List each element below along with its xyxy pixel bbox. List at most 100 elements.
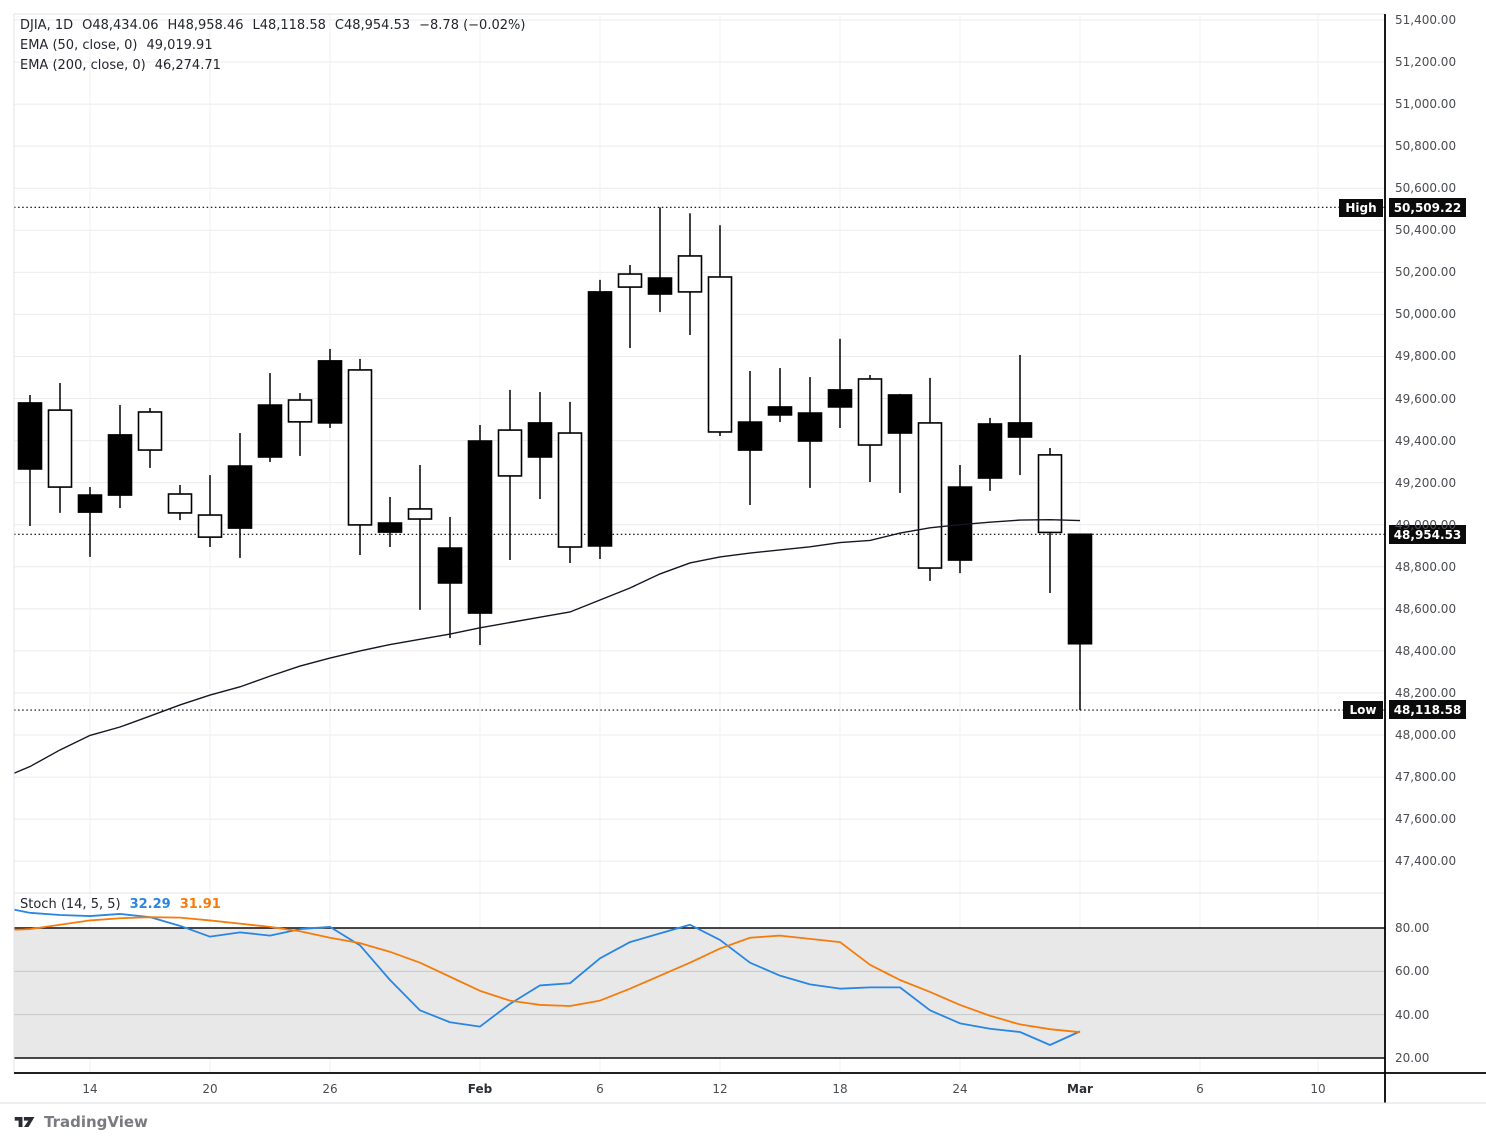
price-axis-label: 49,400.00 bbox=[1395, 433, 1457, 448]
price-gridlines bbox=[14, 19, 1385, 862]
time-scale[interactable]: 14 20 26 Feb 6 12 18 24 Mar 6 10 bbox=[0, 1075, 1385, 1103]
price-axis-label: 80.00 bbox=[1395, 921, 1430, 935]
price-axis-label: 50,200.00 bbox=[1395, 265, 1457, 280]
price-axis-label: 51,400.00 bbox=[1395, 13, 1457, 27]
price-axis-label: 20.00 bbox=[1395, 1051, 1430, 1065]
tradingview-logo[interactable]: TradingView bbox=[14, 1113, 148, 1131]
chart-legend: DJIA, 1D O48,434.06 H48,958.46 L48,118.5… bbox=[20, 16, 525, 76]
candle-body bbox=[587, 291, 613, 547]
time-axis-label: 26 bbox=[322, 1082, 338, 1096]
time-axis-label: 24 bbox=[952, 1082, 968, 1096]
time-axis-label: 18 bbox=[832, 1082, 848, 1096]
high-label-badge: High bbox=[1339, 199, 1383, 217]
candle-body bbox=[797, 412, 823, 442]
candle-body bbox=[647, 277, 673, 295]
candle-body bbox=[737, 421, 763, 451]
ohlc-close: C48,954.53 bbox=[334, 18, 411, 33]
candle-body bbox=[257, 404, 283, 458]
ema50-legend-row[interactable]: EMA (50, close, 0) 49,019.91 bbox=[20, 36, 525, 56]
price-axis-label: 48,400.00 bbox=[1395, 643, 1457, 658]
ohlc-high: H48,958.46 bbox=[167, 18, 244, 33]
candle-body bbox=[107, 434, 133, 496]
stoch-d-line bbox=[13, 916, 1081, 1034]
price-axis-label: 48,000.00 bbox=[1395, 728, 1457, 742]
price-axis-label: 48,600.00 bbox=[1395, 601, 1457, 616]
candle-body bbox=[767, 406, 793, 416]
candle-body bbox=[197, 514, 223, 538]
time-axis-label: 6 bbox=[1196, 1082, 1204, 1096]
candle-body bbox=[17, 402, 43, 470]
time-axis-label: 14 bbox=[82, 1082, 98, 1096]
stoch-k-line bbox=[13, 908, 1081, 1046]
time-gridlines bbox=[89, 14, 1319, 1073]
candle-body bbox=[137, 411, 163, 451]
stoch-k-value: 32.29 bbox=[129, 897, 171, 912]
ema200-value: 46,274.71 bbox=[154, 58, 221, 73]
stoch-legend-row[interactable]: Stoch (14, 5, 5) 32.29 31.91 bbox=[20, 897, 221, 912]
ema50-value: 49,019.91 bbox=[146, 38, 213, 53]
pane-borders bbox=[0, 13, 1486, 1104]
candle-body bbox=[377, 522, 403, 533]
time-axis-label: 10 bbox=[1310, 1082, 1326, 1096]
price-axis-label: 49,200.00 bbox=[1395, 475, 1457, 490]
stoch-band bbox=[14, 927, 1385, 1059]
last-price-badge: 48,954.53 bbox=[1389, 525, 1466, 544]
candle-body bbox=[917, 422, 943, 569]
candle-body bbox=[677, 255, 703, 293]
time-axis-label: Mar bbox=[1067, 1082, 1093, 1096]
candle-body bbox=[407, 508, 433, 520]
candle-body bbox=[977, 423, 1003, 479]
price-axis-label: 48,200.00 bbox=[1395, 685, 1457, 700]
candle-body bbox=[347, 369, 373, 526]
candlesticks bbox=[17, 207, 1093, 711]
candle-body bbox=[527, 422, 553, 458]
ohlc-open: O48,434.06 bbox=[82, 18, 159, 33]
candle-body bbox=[47, 409, 73, 488]
stoch-d-value: 31.91 bbox=[179, 897, 221, 912]
symbol-legend-row[interactable]: DJIA, 1D O48,434.06 H48,958.46 L48,118.5… bbox=[20, 16, 525, 36]
price-axis-label: 49,000.00 bbox=[1395, 517, 1457, 532]
candle-body bbox=[887, 394, 913, 434]
time-axis-label: 6 bbox=[596, 1082, 604, 1096]
candle-body bbox=[167, 493, 193, 514]
candle-body bbox=[227, 465, 253, 529]
change-value: −8.78 (−0.02%) bbox=[419, 18, 526, 33]
stoch-title: Stoch (14, 5, 5) bbox=[20, 897, 121, 912]
candle-body bbox=[1067, 533, 1093, 645]
candle-body bbox=[497, 429, 523, 477]
price-axis-label: 47,600.00 bbox=[1395, 812, 1457, 827]
candle-body bbox=[437, 547, 463, 584]
candle-body bbox=[707, 276, 733, 433]
high-price-badge: 50,509.22 bbox=[1389, 198, 1466, 217]
marked-level-lines bbox=[14, 206, 1385, 711]
candle-body bbox=[77, 494, 103, 513]
candle-body bbox=[857, 378, 883, 446]
price-axis-label: 51,000.00 bbox=[1395, 97, 1457, 112]
price-axis-label: 49,600.00 bbox=[1395, 391, 1457, 406]
low-label-badge: Low bbox=[1343, 701, 1383, 719]
price-axis-label: 50,800.00 bbox=[1395, 139, 1457, 154]
time-axis-label: Feb bbox=[467, 1082, 493, 1096]
low-price-badge: 48,118.58 bbox=[1389, 700, 1466, 719]
candle-body bbox=[467, 440, 493, 614]
price-axis-label: 49,800.00 bbox=[1395, 349, 1457, 364]
tradingview-logo-text: TradingView bbox=[44, 1113, 148, 1131]
time-axis-label: 20 bbox=[202, 1082, 218, 1096]
price-axis-label: 51,200.00 bbox=[1395, 55, 1457, 70]
price-axis-label: 50,600.00 bbox=[1395, 181, 1457, 196]
time-axis-label: 12 bbox=[712, 1082, 728, 1096]
ema200-legend-row[interactable]: EMA (200, close, 0) 46,274.71 bbox=[20, 56, 525, 76]
price-axis-label: 60.00 bbox=[1395, 964, 1430, 979]
ohlc-low: L48,118.58 bbox=[252, 18, 326, 33]
candle-body bbox=[827, 389, 853, 408]
price-axis-label: 47,800.00 bbox=[1395, 770, 1457, 785]
tradingview-logo-icon bbox=[14, 1117, 35, 1127]
symbol-title: DJIA, 1D bbox=[20, 18, 74, 33]
price-scale[interactable]: 47,400.00 47,600.00 47,800.00 48,000.00 48,2… bbox=[1385, 13, 1486, 1103]
price-axis-label: 40.00 bbox=[1395, 1007, 1430, 1022]
candle-body bbox=[1007, 422, 1033, 438]
price-axis-label: 50,400.00 bbox=[1395, 223, 1457, 238]
candle-body bbox=[287, 399, 313, 423]
